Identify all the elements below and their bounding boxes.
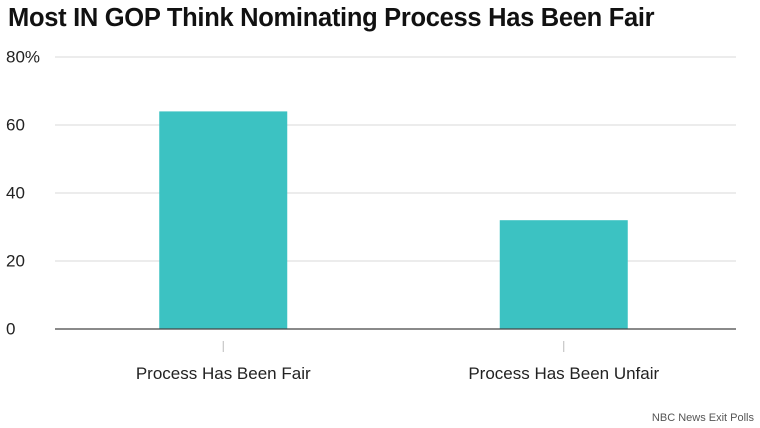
y-tick-label: 20 xyxy=(6,252,25,271)
chart-title: Most IN GOP Think Nominating Process Has… xyxy=(8,4,655,32)
y-tick-label: 40 xyxy=(6,184,25,203)
y-tick-label: 60 xyxy=(6,116,25,135)
x-tick-label: Process Has Been Unfair xyxy=(468,364,659,383)
bar xyxy=(499,220,628,329)
source-note: NBC News Exit Polls xyxy=(651,412,754,424)
y-tick-label: 0 xyxy=(6,320,15,339)
bar xyxy=(159,111,288,330)
x-tick-label: Process Has Been Fair xyxy=(136,364,311,383)
y-tick-label: 80% xyxy=(6,48,40,67)
